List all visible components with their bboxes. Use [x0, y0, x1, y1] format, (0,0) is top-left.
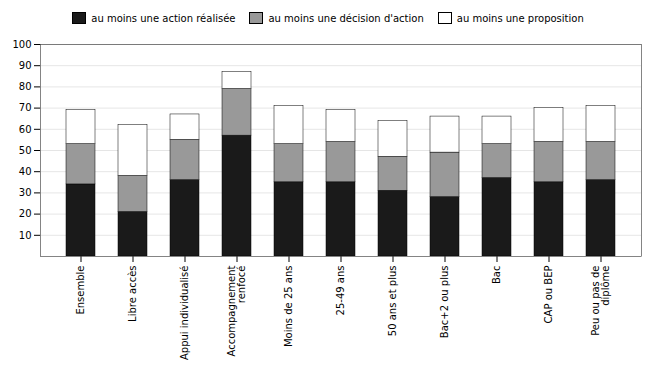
svg-text:Libre accès: Libre accès [127, 266, 138, 322]
svg-text:50: 50 [19, 145, 32, 156]
svg-text:Appui individualisé: Appui individualisé [179, 266, 190, 361]
svg-text:Accompagnementrenfocé: Accompagnementrenfocé [226, 265, 247, 356]
svg-text:Bac+2 ou plus: Bac+2 ou plus [439, 266, 450, 339]
svg-text:CAP ou BEP: CAP ou BEP [543, 266, 554, 324]
svg-text:25-49 ans: 25-49 ans [335, 266, 346, 316]
svg-text:Peu ou pas dediplôme: Peu ou pas dediplôme [590, 266, 611, 336]
svg-text:80: 80 [19, 81, 32, 92]
svg-text:40: 40 [19, 166, 32, 177]
svg-text:70: 70 [19, 102, 32, 113]
svg-text:Moins de 25 ans: Moins de 25 ans [283, 266, 294, 348]
svg-text:10: 10 [19, 230, 32, 241]
svg-text:60: 60 [19, 124, 32, 135]
svg-text:20: 20 [19, 208, 32, 219]
svg-text:100: 100 [12, 39, 31, 50]
svg-text:50 ans et plus: 50 ans et plus [387, 266, 398, 337]
html-text:au moins une décision d'action: au moins une décision d'action [268, 12, 424, 24]
html-text:au moins une proposition: au moins une proposition [456, 12, 584, 24]
svg-text:Bac: Bac [491, 266, 502, 285]
html-text:au moins une action réalisée: au moins une action réalisée [91, 12, 236, 24]
svg-text:Ensemble: Ensemble [75, 266, 86, 315]
svg-text:30: 30 [19, 187, 32, 198]
svg-text:90: 90 [19, 60, 32, 71]
